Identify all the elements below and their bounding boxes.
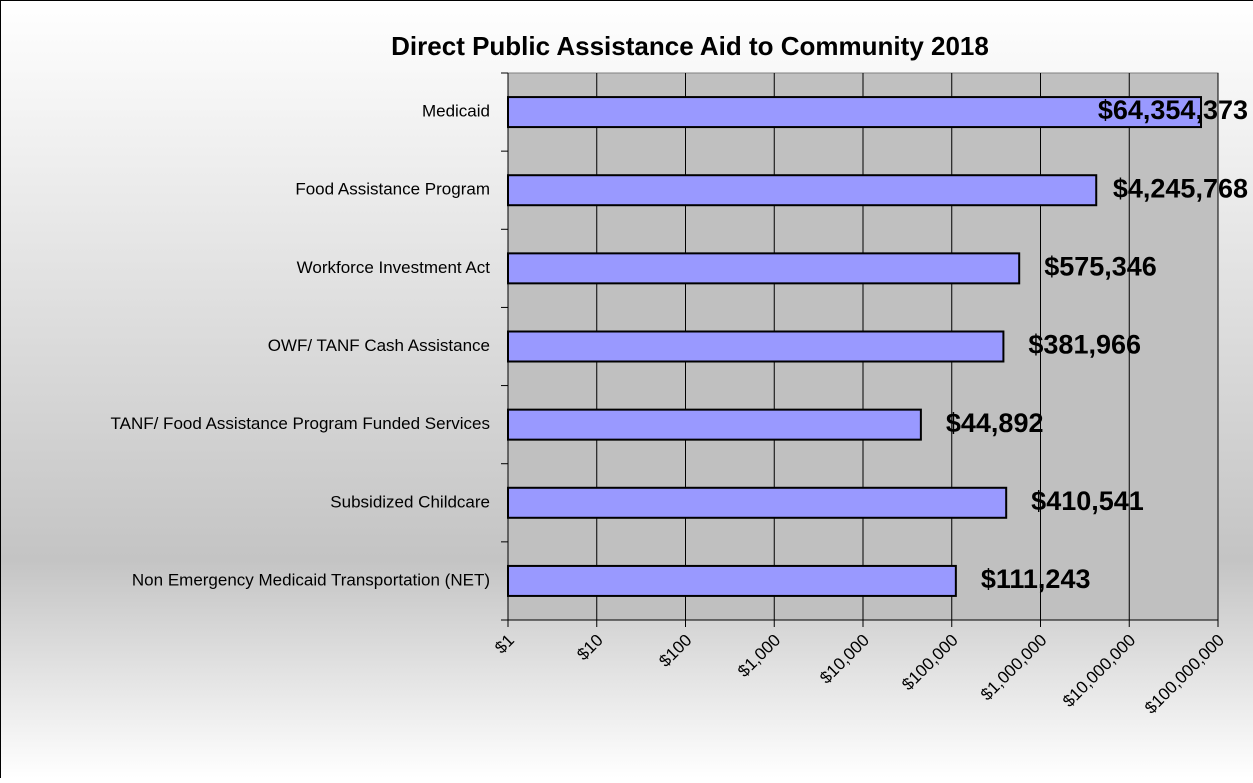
data-label: $44,892	[946, 408, 1044, 438]
bar	[507, 252, 1021, 285]
data-label: $575,346	[1044, 251, 1157, 281]
bar	[507, 564, 957, 597]
bar	[507, 330, 1005, 363]
bar	[507, 174, 1098, 207]
data-label: $64,354,373	[1098, 95, 1248, 125]
y-tick-label: Subsidized Childcare	[330, 492, 490, 511]
chart-title: Direct Public Assistance Aid to Communit…	[391, 31, 989, 61]
bar	[507, 408, 922, 441]
y-tick-label: Medicaid	[422, 102, 490, 121]
bar	[507, 486, 1008, 519]
data-label: $111,243	[981, 564, 1091, 594]
y-tick-label: TANF/ Food Assistance Program Funded Ser…	[110, 414, 490, 433]
data-label: $381,966	[1028, 330, 1141, 360]
bar	[507, 96, 1203, 129]
data-label: $4,245,768	[1113, 173, 1248, 203]
y-tick-label: Non Emergency Medicaid Transportation (N…	[132, 570, 490, 589]
y-tick-label: OWF/ TANF Cash Assistance	[268, 336, 490, 355]
y-tick-label: Workforce Investment Act	[297, 258, 491, 277]
data-label: $410,541	[1031, 486, 1144, 516]
y-tick-label: Food Assistance Program	[295, 180, 490, 199]
